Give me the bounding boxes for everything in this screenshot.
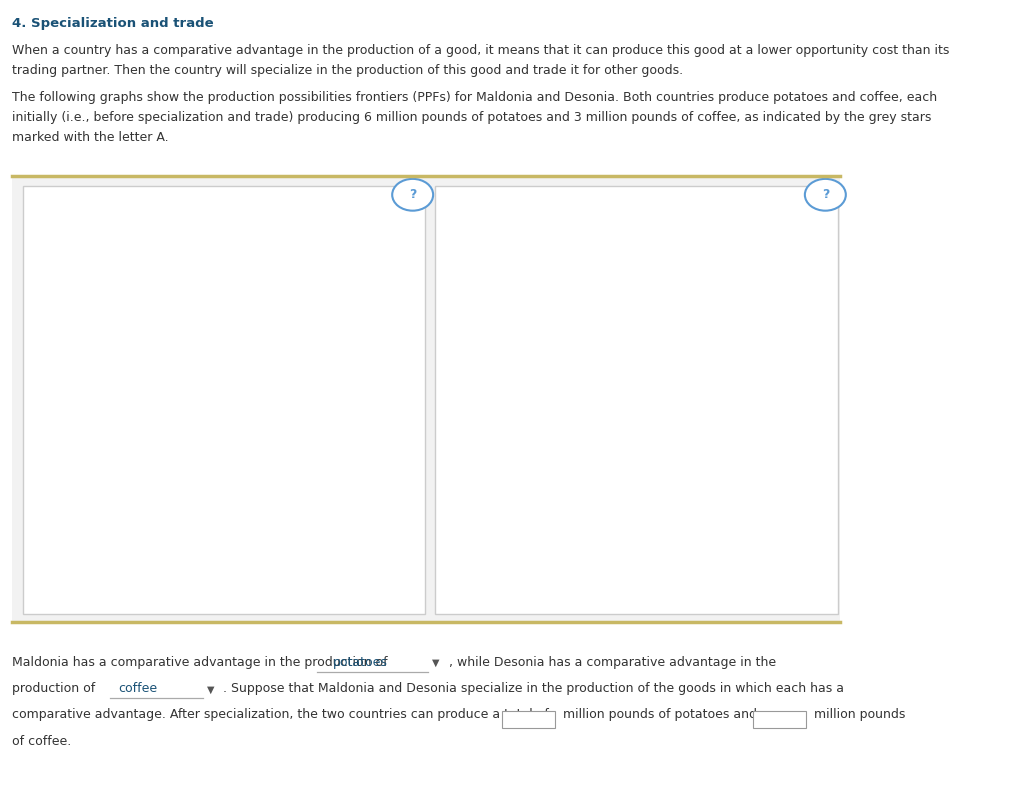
Text: potatoes: potatoes	[333, 656, 388, 669]
Text: A: A	[620, 476, 628, 490]
Title: Desonia: Desonia	[623, 205, 683, 219]
Text: ?: ?	[409, 188, 417, 201]
Text: coffee: coffee	[118, 682, 157, 695]
Text: ▼: ▼	[207, 684, 214, 695]
Text: When a country has a comparative advantage in the production of a good, it means: When a country has a comparative advanta…	[12, 44, 949, 56]
Text: marked with the letter A.: marked with the letter A.	[12, 131, 169, 144]
Y-axis label: COFFEE (Millions of pounds): COFFEE (Millions of pounds)	[452, 309, 464, 474]
X-axis label: POTATOES (Millions of pounds): POTATOES (Millions of pounds)	[147, 580, 329, 593]
Text: . Suppose that Maldonia and Desonia specialize in the production of the goods in: . Suppose that Maldonia and Desonia spec…	[223, 682, 844, 695]
Point	[604, 488, 621, 501]
Text: ?: ?	[821, 188, 829, 201]
Text: PPF: PPF	[502, 313, 522, 326]
Point	[189, 488, 206, 501]
Text: million pounds of potatoes and: million pounds of potatoes and	[563, 708, 757, 721]
X-axis label: POTATOES (Millions of pounds): POTATOES (Millions of pounds)	[562, 580, 743, 593]
Y-axis label: COFFEE (Millions of pounds): COFFEE (Millions of pounds)	[37, 309, 49, 474]
Text: production of: production of	[12, 682, 95, 695]
Text: The following graphs show the production possibilities frontiers (PPFs) for Mald: The following graphs show the production…	[12, 91, 937, 104]
Text: , while Desonia has a comparative advantage in the: , while Desonia has a comparative advant…	[449, 656, 775, 669]
Text: trading partner. Then the country will specialize in the production of this good: trading partner. Then the country will s…	[12, 64, 683, 76]
Text: PPF: PPF	[87, 432, 108, 445]
Text: of coffee.: of coffee.	[12, 735, 72, 747]
Text: Maldonia has a comparative advantage in the production of: Maldonia has a comparative advantage in …	[12, 656, 388, 669]
Text: million pounds: million pounds	[814, 708, 905, 721]
Text: ▼: ▼	[432, 658, 439, 669]
Title: Maldonia: Maldonia	[204, 205, 272, 219]
Text: initially (i.e., before specialization and trade) producing 6 million pounds of : initially (i.e., before specialization a…	[12, 111, 932, 124]
Text: 4. Specialization and trade: 4. Specialization and trade	[12, 17, 214, 30]
Text: comparative advantage. After specialization, the two countries can produce a tot: comparative advantage. After specializat…	[12, 708, 549, 721]
Text: A: A	[205, 476, 213, 490]
